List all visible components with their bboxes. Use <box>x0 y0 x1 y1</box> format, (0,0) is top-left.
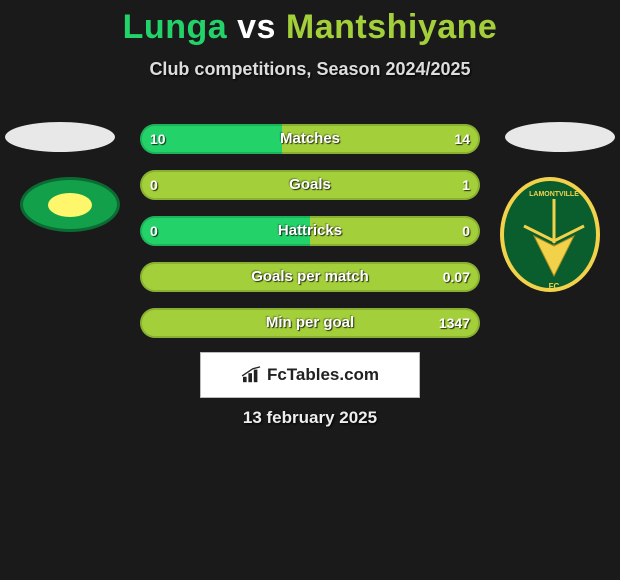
stat-row: 0Hattricks0 <box>140 216 480 246</box>
stat-row: 0Goals1 <box>140 170 480 200</box>
comparison-title: Lunga vs Mantshiyane <box>0 0 620 47</box>
player-left-name: Lunga <box>123 8 227 46</box>
player-right-name: Mantshiyane <box>286 8 497 46</box>
subtitle: Club competitions, Season 2024/2025 <box>0 59 620 80</box>
stat-row: 10Matches14 <box>140 124 480 154</box>
stat-value-right: 0 <box>462 216 470 246</box>
stat-label: Hattricks <box>140 216 480 246</box>
stat-value-right: 1 <box>462 170 470 200</box>
svg-text:LAMONTVILLE: LAMONTVILLE <box>529 191 579 198</box>
club-badge-right: LAMONTVILLE FC <box>500 177 600 292</box>
brand-card[interactable]: FcTables.com <box>200 352 420 398</box>
bar-chart-icon <box>241 366 263 384</box>
stat-value-right: 14 <box>454 124 470 154</box>
stat-value-right: 1347 <box>439 308 470 338</box>
comparison-date: 13 february 2025 <box>0 408 620 428</box>
stats-bars: 10Matches140Goals10Hattricks0Goals per m… <box>140 124 480 354</box>
stat-label: Goals <box>140 170 480 200</box>
vs-label: vs <box>237 8 276 46</box>
stat-value-right: 0.07 <box>443 262 470 292</box>
stat-label: Matches <box>140 124 480 154</box>
stat-label: Goals per match <box>140 262 480 292</box>
svg-text:FC: FC <box>549 282 560 291</box>
stat-label: Min per goal <box>140 308 480 338</box>
stat-row: Goals per match0.07 <box>140 262 480 292</box>
brand-text: FcTables.com <box>267 365 379 385</box>
stat-row: Min per goal1347 <box>140 308 480 338</box>
player-left-photo-placeholder <box>5 122 115 152</box>
player-right-photo-placeholder <box>505 122 615 152</box>
club-badge-left <box>20 177 120 232</box>
